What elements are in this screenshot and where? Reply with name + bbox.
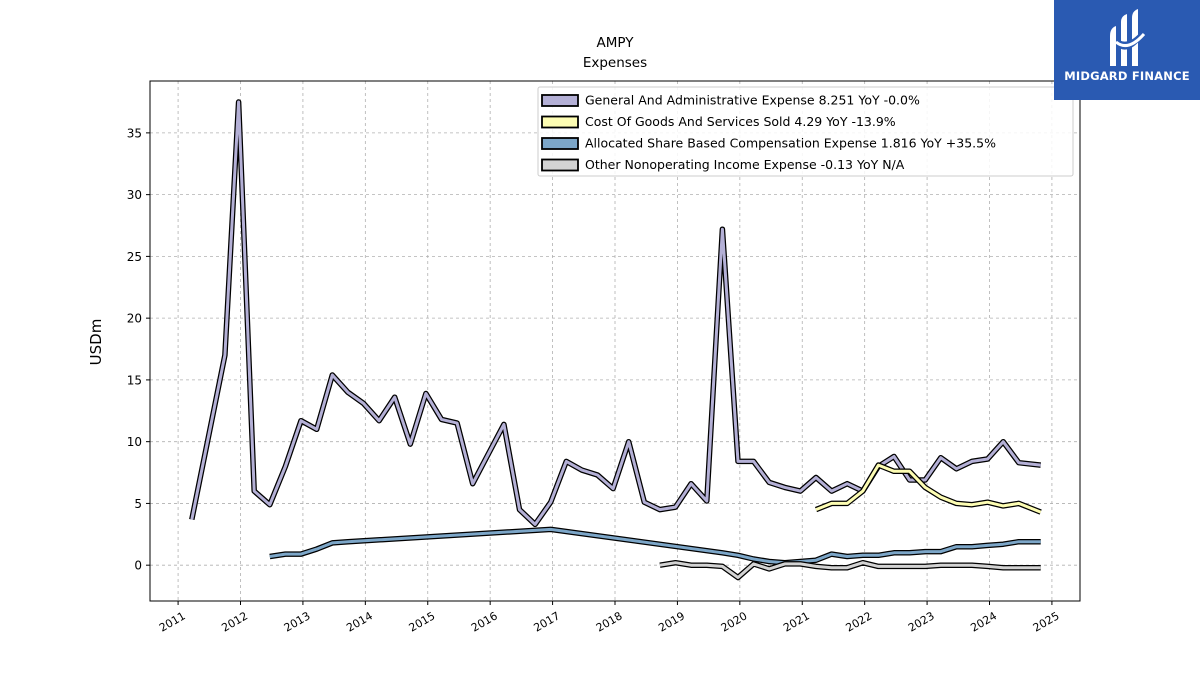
x-tick-label: 2021 bbox=[781, 609, 812, 634]
x-tick-label: 2016 bbox=[469, 609, 500, 634]
series-line bbox=[815, 463, 1042, 514]
series-line-outline bbox=[269, 526, 1041, 566]
series-line bbox=[190, 100, 1041, 526]
legend-swatch bbox=[541, 137, 579, 150]
legend-swatch bbox=[541, 94, 579, 107]
legend-swatch bbox=[541, 115, 579, 129]
midgard-logo-icon bbox=[1110, 9, 1146, 66]
legend-label: Cost Of Goods And Services Sold 4.29 YoY… bbox=[585, 114, 896, 129]
y-tick-label: 5 bbox=[134, 497, 142, 511]
series-line bbox=[659, 561, 1041, 579]
chart-title: AMPY bbox=[597, 35, 635, 51]
x-tick-label: 2011 bbox=[157, 609, 188, 634]
legend: General And Administrative Expense 8.251… bbox=[537, 86, 1074, 177]
y-tick-label: 30 bbox=[127, 188, 142, 202]
series-3 bbox=[659, 559, 1041, 581]
series-lines bbox=[189, 99, 1042, 581]
y-tick-label: 20 bbox=[127, 312, 142, 326]
x-tick-label: 2015 bbox=[407, 609, 438, 634]
legend-label: Allocated Share Based Compensation Expen… bbox=[585, 136, 996, 151]
x-tick-label: 2017 bbox=[531, 609, 562, 634]
x-tick-label: 2018 bbox=[594, 609, 625, 634]
x-tick-label: 2019 bbox=[656, 609, 687, 634]
x-tick-label: 2012 bbox=[219, 609, 250, 634]
y-axis-label: USDm bbox=[87, 319, 105, 366]
x-tick-label: 2014 bbox=[344, 609, 375, 634]
series-2 bbox=[269, 526, 1041, 566]
y-tick-label: 10 bbox=[127, 435, 142, 449]
legend-frame bbox=[537, 86, 1074, 177]
series-0 bbox=[189, 99, 1041, 528]
y-tick-label: 25 bbox=[127, 250, 142, 264]
logo-wordmark: MIDGARD FINANCE bbox=[1064, 69, 1190, 83]
series-1 bbox=[814, 462, 1042, 515]
x-tick-label: 2025 bbox=[1031, 609, 1062, 634]
legend-swatch bbox=[541, 158, 579, 172]
series-line bbox=[269, 527, 1041, 565]
x-tick-label: 2023 bbox=[906, 609, 937, 634]
legend-label: General And Administrative Expense 8.251… bbox=[585, 93, 920, 108]
x-tick-label: 2022 bbox=[844, 609, 875, 634]
brand-logo: MIDGARD FINANCE bbox=[1054, 0, 1200, 100]
x-tick-label: 2024 bbox=[968, 609, 999, 634]
legend-label: Other Nonoperating Income Expense -0.13 … bbox=[585, 157, 905, 172]
y-tick-label: 35 bbox=[127, 126, 142, 140]
y-tick-label: 0 bbox=[134, 559, 142, 573]
x-tick-label: 2020 bbox=[719, 609, 750, 634]
y-tick-label: 15 bbox=[127, 373, 142, 387]
chart-subtitle: Expenses bbox=[583, 55, 647, 71]
x-tick-label: 2013 bbox=[282, 609, 313, 634]
